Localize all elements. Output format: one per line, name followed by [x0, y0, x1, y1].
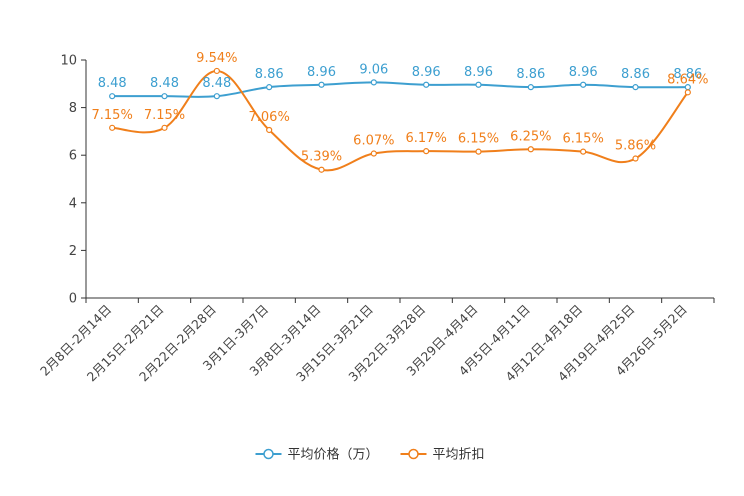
series-line-1: [112, 81, 688, 98]
data-point[interactable]: [109, 124, 116, 131]
data-label: 9.06: [359, 62, 388, 77]
y-tick-label: 10: [60, 54, 77, 69]
chart-legend[interactable]: 平均价格（万） 平均折扣: [255, 447, 485, 463]
data-label: 8.48: [98, 76, 127, 91]
data-label: 8.96: [464, 65, 493, 80]
data-point[interactable]: [423, 148, 430, 155]
data-point[interactable]: [161, 124, 168, 131]
data-point[interactable]: [318, 81, 325, 88]
legend-item-2[interactable]: 平均折扣: [400, 448, 485, 463]
data-point[interactable]: [318, 166, 325, 173]
legend-swatch-marker: [263, 448, 274, 460]
data-label: 6.15%: [458, 132, 499, 147]
legend-label: 平均价格（万）: [288, 447, 379, 463]
y-tick-label: 6: [69, 149, 77, 164]
data-point[interactable]: [109, 93, 116, 100]
data-point[interactable]: [580, 81, 587, 88]
data-label: 6.17%: [406, 131, 447, 146]
data-point[interactable]: [370, 79, 377, 86]
data-label: 8.48: [202, 76, 231, 91]
data-label: 8.86: [516, 67, 545, 82]
y-tick-label: 2: [69, 244, 77, 259]
legend-item-1[interactable]: 平均价格（万）: [255, 447, 379, 463]
chart-data-labels: 8.48 8.48 8.48 8.86 8.96 9.06 8.96 8.96 8.86 8.96…: [92, 51, 709, 165]
data-label: 8.48: [150, 76, 179, 91]
data-point[interactable]: [213, 93, 220, 100]
data-label: 6.25%: [510, 129, 551, 144]
data-label: 8.86: [621, 67, 650, 82]
data-label: 7.06%: [249, 110, 290, 125]
data-label: 9.54%: [196, 51, 237, 66]
legend-swatch-marker: [408, 448, 419, 460]
data-label: 5.86%: [615, 139, 656, 154]
data-label: 8.86: [673, 67, 702, 82]
data-label: 8.86: [255, 67, 284, 82]
data-point[interactable]: [475, 81, 482, 88]
data-label: 6.15%: [563, 132, 604, 147]
data-label: 7.15%: [92, 108, 133, 123]
y-tick-label: 4: [69, 196, 77, 211]
data-label: 6.07%: [353, 134, 394, 149]
series-line-2: [112, 69, 689, 172]
data-label: 8.96: [412, 65, 441, 80]
data-point[interactable]: [684, 89, 691, 96]
data-label: 8.96: [569, 65, 598, 80]
data-label: 7.15%: [144, 108, 185, 123]
data-point[interactable]: [423, 81, 430, 88]
data-point[interactable]: [213, 67, 220, 75]
legend-label: 平均折扣: [433, 448, 485, 463]
data-point[interactable]: [266, 126, 273, 134]
data-label: 5.39%: [301, 150, 342, 165]
data-point[interactable]: [161, 93, 168, 100]
data-point[interactable]: [370, 150, 377, 157]
chart-series: [109, 67, 691, 173]
data-point[interactable]: [632, 155, 639, 162]
data-label: 8.96: [307, 65, 336, 80]
data-point[interactable]: [527, 146, 534, 153]
chart-axes: 02468102月8日-2月14日2月15日-2月21日2月22日-2月28日3…: [37, 54, 715, 384]
data-point[interactable]: [580, 148, 587, 155]
data-point[interactable]: [266, 84, 273, 91]
data-label: 8.64%: [667, 72, 708, 87]
y-tick-label: 8: [69, 101, 77, 116]
data-point[interactable]: [632, 84, 639, 91]
y-tick-label: 0: [69, 292, 77, 307]
data-point[interactable]: [527, 84, 534, 91]
data-point[interactable]: [475, 148, 482, 155]
